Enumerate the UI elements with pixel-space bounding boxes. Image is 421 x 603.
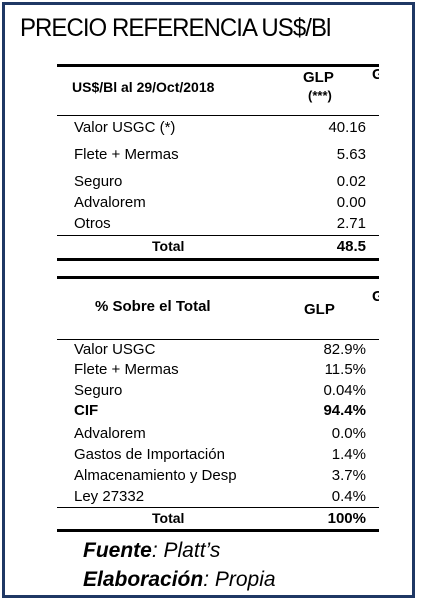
table2-row-value: 0.0% — [331, 425, 366, 442]
table2-row-value: 0.04% — [323, 382, 366, 399]
elaboration-note: Elaboración: Propia — [83, 568, 276, 592]
table1-row-value: 0.00 — [336, 194, 366, 211]
table2-header-rule — [57, 339, 379, 340]
table1-row-label: Otros — [74, 215, 111, 232]
table1-bottom-rule — [57, 258, 379, 261]
table1-row-value: 2.71 — [336, 215, 366, 232]
table2-cut-col: G — [372, 288, 379, 305]
table2-row-value: 94.4% — [323, 402, 366, 419]
table1-row-label: Seguro — [74, 173, 123, 190]
source-note: Fuente: Platt’s — [83, 539, 220, 563]
table2-row-value: 82.9% — [323, 341, 366, 358]
table2-row-label: Almacenamiento y Desp — [74, 467, 237, 484]
table1-cut-col: G — [372, 66, 379, 83]
table2-row-value: 0.4% — [331, 488, 366, 505]
source-value: : Platt’s — [151, 539, 221, 562]
table2-row-value: 3.7% — [331, 467, 366, 484]
document-frame — [2, 2, 415, 598]
table2-total-value: 100% — [327, 510, 366, 527]
table1-total-rule — [57, 235, 379, 236]
elaboration-label: Elaboración — [83, 568, 204, 591]
table2-top-rule — [57, 276, 379, 279]
table2-total-label: Total — [152, 510, 185, 526]
table1-row-label: Flete + Mermas — [74, 146, 179, 163]
table2-col-label: GLP — [304, 301, 335, 318]
table1-total-value: 48.5 — [336, 238, 366, 255]
elaboration-value: : Propia — [203, 568, 276, 591]
table1-row-value: 40.16 — [328, 119, 366, 136]
source-label: Fuente — [83, 539, 152, 562]
table1-row-value: 0.02 — [336, 173, 366, 190]
table1-total-label: Total — [152, 238, 185, 254]
table2-bottom-rule — [57, 529, 379, 532]
table2-row-value: 11.5% — [324, 361, 366, 378]
table1-row-value: 5.63 — [336, 146, 366, 163]
table1-row-label: Valor USGC (*) — [74, 119, 176, 136]
table2-row-label: Valor USGC — [74, 341, 156, 358]
table2-row-label: Seguro — [74, 382, 123, 399]
table2-total-rule — [57, 507, 379, 508]
table2-row-label: Advalorem — [74, 425, 146, 442]
table2-row-label: CIF — [74, 402, 99, 419]
table2-row-label: Gastos de Importación — [74, 446, 225, 463]
table2-header-label: % Sobre el Total — [95, 298, 211, 315]
table2-row-value: 1.4% — [331, 446, 366, 463]
table2-row-label: Ley 27332 — [74, 488, 145, 505]
table1-col-label: GLP — [303, 69, 334, 86]
page-title: PRECIO REFERENCIA US$/Bl — [20, 14, 331, 42]
table1-col-sub: (***) — [308, 88, 332, 103]
table1-header-label: US$/Bl al 29/Oct/2018 — [72, 79, 215, 95]
table1-top-rule — [57, 64, 379, 67]
table2-row-label: Flete + Mermas — [74, 361, 179, 378]
table1-header-rule — [57, 115, 379, 116]
table1-row-label: Advalorem — [74, 194, 146, 211]
